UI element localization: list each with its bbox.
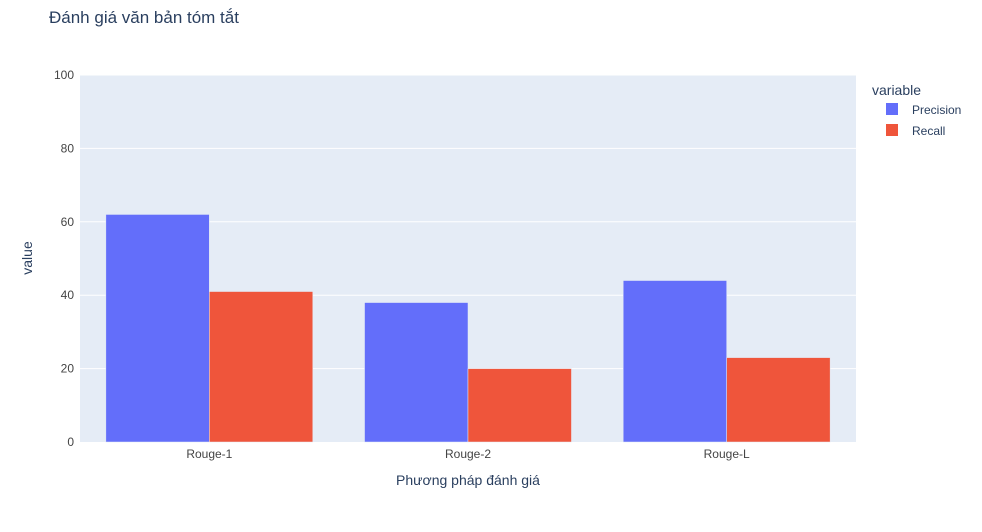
bar-precision-rouge-l[interactable]	[622, 280, 727, 443]
y-tick-label: 60	[61, 215, 75, 229]
chart-title: Đánh giá văn bản tóm tắt	[49, 8, 239, 27]
bar-precision-rouge-2[interactable]	[364, 302, 469, 443]
bar-precision-rouge-1[interactable]	[105, 214, 210, 443]
bar-recall-rouge-1[interactable]	[209, 291, 314, 443]
legend-items: Precision Recall	[886, 103, 961, 138]
legend-label: Recall	[912, 124, 945, 138]
x-tick-label: Rouge-1	[186, 447, 232, 461]
y-tick-label: 40	[61, 288, 75, 302]
y-axis-label: value	[19, 241, 35, 275]
x-tick-label: Rouge-L	[704, 447, 750, 461]
bars	[105, 214, 831, 443]
legend-item-recall[interactable]: Recall	[886, 124, 945, 138]
legend-swatch	[886, 103, 898, 115]
y-tick-label: 20	[61, 362, 75, 376]
y-axis-ticks: 0 20 40 60 80 100	[54, 68, 74, 449]
y-tick-label: 0	[67, 435, 74, 449]
legend-swatch	[886, 124, 898, 136]
y-tick-label: 100	[54, 68, 74, 82]
legend-title: variable	[872, 82, 921, 98]
bar-recall-rouge-2[interactable]	[467, 368, 572, 443]
x-axis-ticks: Rouge-1 Rouge-2 Rouge-L	[186, 447, 750, 461]
y-tick-label: 80	[61, 141, 75, 155]
x-tick-label: Rouge-2	[445, 447, 491, 461]
legend-item-precision[interactable]: Precision	[886, 103, 961, 117]
bar-recall-rouge-l[interactable]	[726, 357, 831, 443]
x-axis-label: Phương pháp đánh giá	[396, 472, 540, 488]
legend-label: Precision	[912, 103, 961, 117]
legend: variable Precision Recall	[872, 82, 961, 138]
